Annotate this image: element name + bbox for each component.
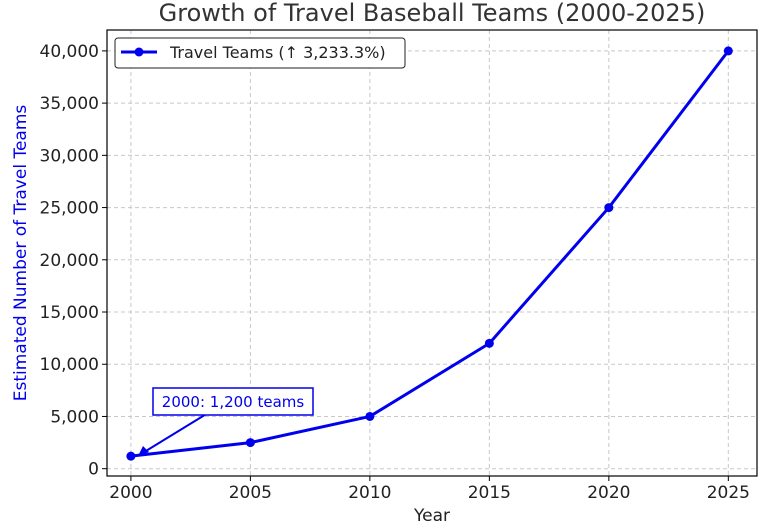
x-tick-label: 2020 [587, 483, 630, 503]
annotation: 2000: 1,200 teams [138, 387, 314, 456]
chart-title: Growth of Travel Baseball Teams (2000-20… [159, 0, 706, 27]
y-tick-label: 25,000 [40, 199, 99, 219]
legend-label: Travel Teams (↑ 3,233.3%) [169, 43, 386, 62]
y-tick-label: 5,000 [50, 407, 99, 427]
y-tick-label: 20,000 [40, 251, 99, 271]
data-point [365, 411, 375, 421]
annotation-text: 2000: 1,200 teams [162, 393, 305, 411]
y-axis: 0 5,000 10,000 15,000 20,000 25,000 30,000 35,0… [40, 42, 107, 480]
x-axis: 2000 2005 2010 2015 2020 2025 [109, 476, 750, 503]
y-tick-label: 0 [88, 460, 99, 480]
legend-marker [134, 47, 144, 57]
y-tick-label: 35,000 [40, 94, 99, 114]
x-axis-label: Year [413, 506, 450, 526]
legend: Travel Teams (↑ 3,233.3%) [114, 37, 406, 69]
data-point [604, 203, 614, 213]
annotation-arrowhead [138, 446, 149, 456]
plot-frame [106, 29, 758, 477]
legend-box [114, 37, 406, 69]
x-tick-label: 2000 [109, 483, 152, 503]
y-tick-label: 15,000 [40, 303, 99, 323]
series-line [130, 49, 730, 458]
y-axis-label: Estimated Number of Travel Teams [11, 105, 31, 402]
x-tick-label: 2005 [229, 483, 272, 503]
x-tick-label: 2025 [707, 483, 750, 503]
x-tick-label: 2010 [348, 483, 391, 503]
data-point [484, 338, 494, 348]
x-tick-label: 2015 [468, 483, 511, 503]
data-point [126, 451, 136, 461]
y-tick-label: 40,000 [40, 42, 99, 62]
y-tick-label: 10,000 [40, 355, 99, 375]
data-point [723, 46, 733, 56]
annotation-arrow [140, 412, 209, 455]
series-layer [126, 46, 733, 461]
y-tick-label: 30,000 [40, 146, 99, 166]
annotation-box [152, 387, 314, 416]
data-point [245, 438, 255, 448]
